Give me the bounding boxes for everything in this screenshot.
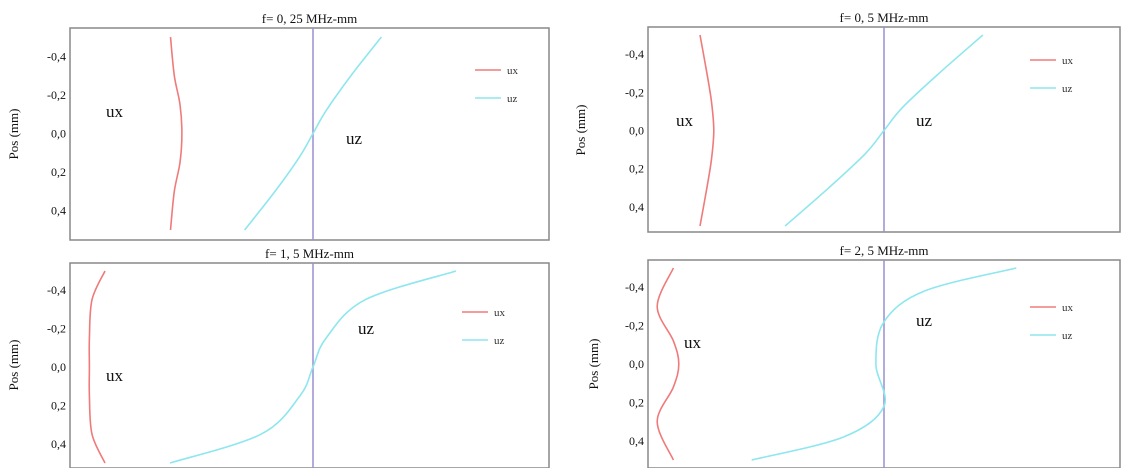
series-uz-line [169,270,457,464]
y-tick-label: -0,2 [625,319,644,333]
annotation-uz: uz [916,111,933,130]
y-axis-label: Pos (mm) [6,340,21,391]
y-tick-label: 0,2 [51,165,66,179]
panel-3: f= 1, 5 MHz-mm Pos (mm) -0,4 -0,2 0,0 0,2 0,4 u… [6,246,550,469]
y-axis-label: Pos (mm) [6,109,21,160]
y-tick-label: -0,2 [47,322,66,336]
y-tick-label: 0,4 [51,437,66,451]
annotation-ux: ux [676,111,694,130]
y-tick-label: 0,0 [629,124,644,138]
y-tick-label: 0,4 [629,434,644,448]
y-tick-label: 0,0 [51,360,66,374]
legend-label-uz: uz [507,93,518,105]
series-ux-line [88,270,106,464]
legend-label-ux: ux [494,307,506,319]
legend-label-uz: uz [494,335,505,347]
y-tick-label: -0,4 [625,47,644,61]
legend-label-ux: ux [507,65,519,77]
y-tick-label: -0,2 [625,85,644,99]
legend-label-ux: ux [1062,55,1074,67]
annotation-ux: ux [684,333,702,352]
y-axis-label: Pos (mm) [586,339,601,390]
plot-frame [69,27,550,241]
y-tick-label: 0,0 [51,127,66,141]
y-tick-label: 0,4 [629,200,644,214]
panel-title: f= 0, 5 MHz-mm [840,10,929,25]
annotation-ux: ux [106,366,124,385]
legend: ux uz [462,307,506,347]
annotation-uz: uz [916,311,933,330]
series-ux-line [169,36,183,231]
legend: ux uz [475,65,519,105]
series-ux-line [699,34,715,227]
legend: ux uz [1030,302,1074,342]
y-axis-label: Pos (mm) [573,105,588,156]
y-tick-label: -0,4 [47,283,66,297]
legend-label-ux: ux [1062,302,1074,314]
series-uz-line [751,267,1017,461]
y-tick-label: 0,0 [629,357,644,371]
y-tick-label: -0,4 [47,49,66,63]
legend-label-uz: uz [1062,83,1073,95]
series-uz-line [243,36,383,231]
panel-title: f= 1, 5 MHz-mm [265,246,354,261]
plot-frame [69,262,550,469]
panel-2: f= 0, 5 MHz-mm Pos (mm) -0,4 -0,2 0,0 0,2 0,4 u… [573,10,1121,233]
series-uz-line [784,34,984,227]
y-tick-label: 0,2 [51,398,66,412]
panel-title: f= 2, 5 MHz-mm [840,243,929,258]
annotation-uz: uz [358,319,375,338]
annotation-uz: uz [346,129,363,148]
panel-title: f= 0, 25 MHz-mm [262,11,357,26]
series-ux-line [656,267,680,461]
y-tick-label: -0,4 [625,280,644,294]
y-tick-label: 0,4 [51,204,66,218]
panel-4: f= 2, 5 MHz-mm Pos (mm) -0,4 -0,2 0,0 0,2 0,4 u… [586,243,1121,469]
legend: ux uz [1030,55,1074,95]
y-tick-label: 0,2 [629,395,644,409]
legend-label-uz: uz [1062,330,1073,342]
y-tick-label: 0,2 [629,162,644,176]
panel-1: f= 0, 25 MHz-mm Pos (mm) -0,4 -0,2 0,0 0,2 0,4… [6,11,550,241]
y-tick-label: -0,2 [47,88,66,102]
annotation-ux: ux [106,102,124,121]
